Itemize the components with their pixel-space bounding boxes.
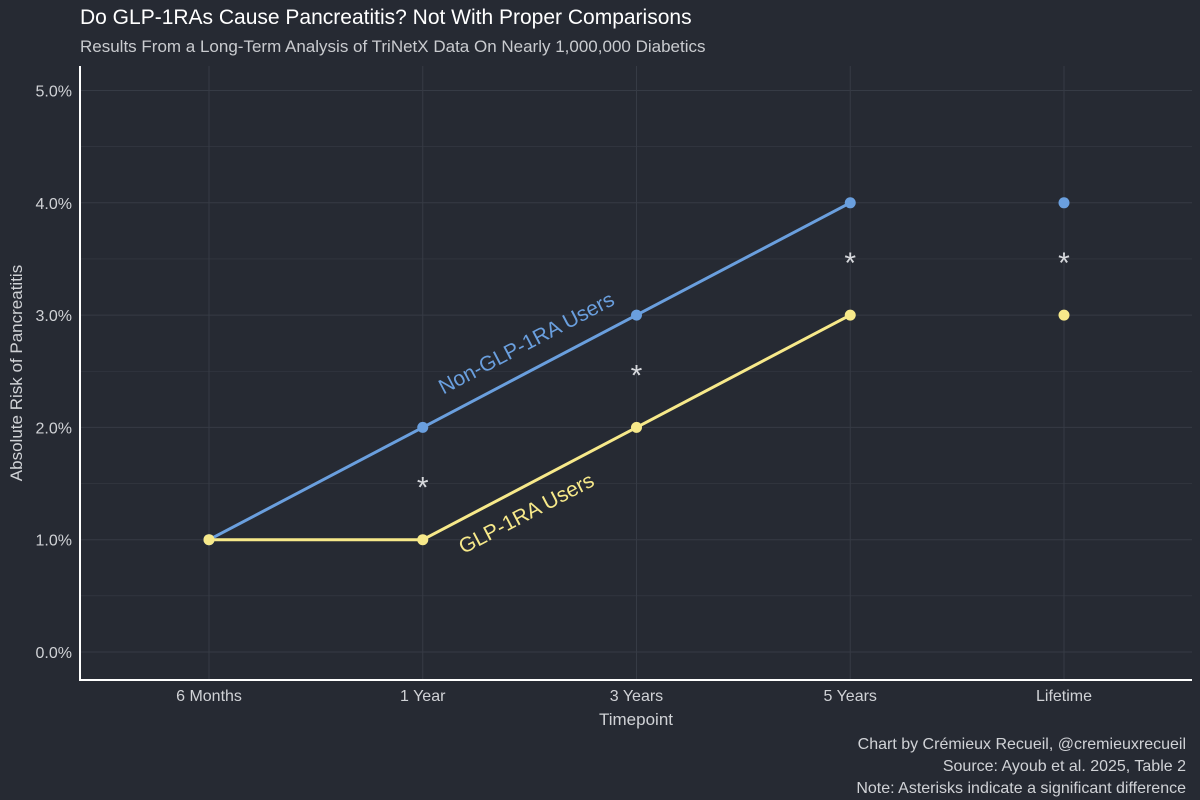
series-lines bbox=[208, 201, 851, 542]
y-tick-label: 4.0% bbox=[36, 196, 72, 213]
chart-subtitle: Results From a Long-Term Analysis of Tri… bbox=[80, 37, 706, 56]
data-point bbox=[417, 534, 429, 546]
x-tick-label: 5 Years bbox=[824, 688, 877, 705]
series-line-1 bbox=[208, 201, 851, 542]
data-point bbox=[844, 309, 856, 321]
data-point bbox=[844, 197, 856, 209]
y-tick-label: 0.0% bbox=[36, 645, 72, 662]
x-tick-label: 3 Years bbox=[610, 688, 663, 705]
caption-line: Note: Asterisks indicate a significant d… bbox=[856, 780, 1186, 797]
x-tick-label: Lifetime bbox=[1036, 688, 1092, 705]
significance-asterisk: * bbox=[631, 359, 643, 392]
significance-asterisk: * bbox=[844, 247, 856, 280]
significance-markers: * * * * bbox=[417, 247, 1070, 505]
caption-line: Source: Ayoub et al. 2025, Table 2 bbox=[943, 758, 1186, 775]
data-point bbox=[1058, 197, 1070, 209]
y-axis-label: Absolute Risk of Pancreatitis bbox=[7, 265, 26, 481]
series-line-2 bbox=[209, 313, 851, 542]
significance-asterisk: * bbox=[417, 472, 429, 505]
x-tick-label: 1 Year bbox=[400, 688, 446, 705]
data-point bbox=[417, 421, 429, 433]
chart-title: Do GLP-1RAs Cause Pancreatitis? Not With… bbox=[80, 6, 692, 29]
series-label-2: GLP-1RA Users bbox=[455, 469, 598, 559]
caption-line: Chart by Crémieux Recueil, @cremieuxrecu… bbox=[858, 736, 1186, 753]
series-points bbox=[203, 197, 1070, 546]
y-tick-label: 1.0% bbox=[36, 533, 72, 550]
y-tick-label: 5.0% bbox=[36, 84, 72, 101]
data-point bbox=[631, 421, 642, 433]
x-axis-label: Timepoint bbox=[599, 710, 673, 729]
series-label-1: Non-GLP-1RA Users bbox=[435, 288, 618, 399]
data-point bbox=[1058, 309, 1070, 321]
y-tick-label: 3.0% bbox=[36, 308, 72, 325]
data-point bbox=[631, 309, 642, 321]
significance-asterisk: * bbox=[1058, 247, 1070, 280]
data-point bbox=[203, 534, 215, 546]
axes: 0.0% 1.0% 2.0% 3.0% 4.0% 5.0% 6 Months 1 Year 3 … bbox=[36, 66, 1192, 705]
y-tick-label: 2.0% bbox=[36, 420, 72, 437]
x-tick-label: 6 Months bbox=[176, 688, 242, 705]
caption: Chart by Crémieux Recueil, @cremieuxrecu… bbox=[856, 736, 1186, 797]
